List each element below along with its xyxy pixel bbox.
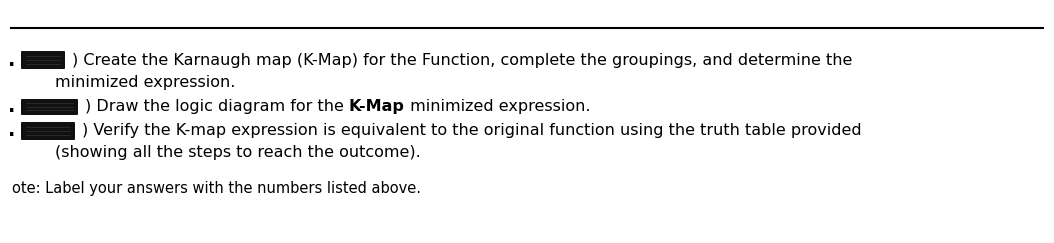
Text: minimized expression.: minimized expression. [405, 99, 590, 114]
Text: .: . [8, 51, 16, 69]
Text: ote: Label your answers with the numbers listed above.: ote: Label your answers with the numbers… [12, 181, 421, 196]
FancyBboxPatch shape [21, 51, 65, 69]
Text: ) Draw the logic diagram for the: ) Draw the logic diagram for the [85, 99, 349, 114]
Text: minimized expression.: minimized expression. [55, 75, 235, 89]
Text: .: . [8, 121, 16, 139]
Text: K-Map: K-Map [349, 99, 405, 114]
FancyBboxPatch shape [21, 122, 75, 140]
Text: .: . [8, 97, 16, 116]
Text: ) Verify the K-map expression is equivalent to the original function using the t: ) Verify the K-map expression is equival… [82, 122, 861, 138]
FancyBboxPatch shape [21, 99, 78, 115]
Text: (showing all the steps to reach the outcome).: (showing all the steps to reach the outc… [55, 145, 421, 159]
Text: ) Create the Karnaugh map (K-Map) for the Function, complete the groupings, and : ) Create the Karnaugh map (K-Map) for th… [72, 52, 853, 68]
